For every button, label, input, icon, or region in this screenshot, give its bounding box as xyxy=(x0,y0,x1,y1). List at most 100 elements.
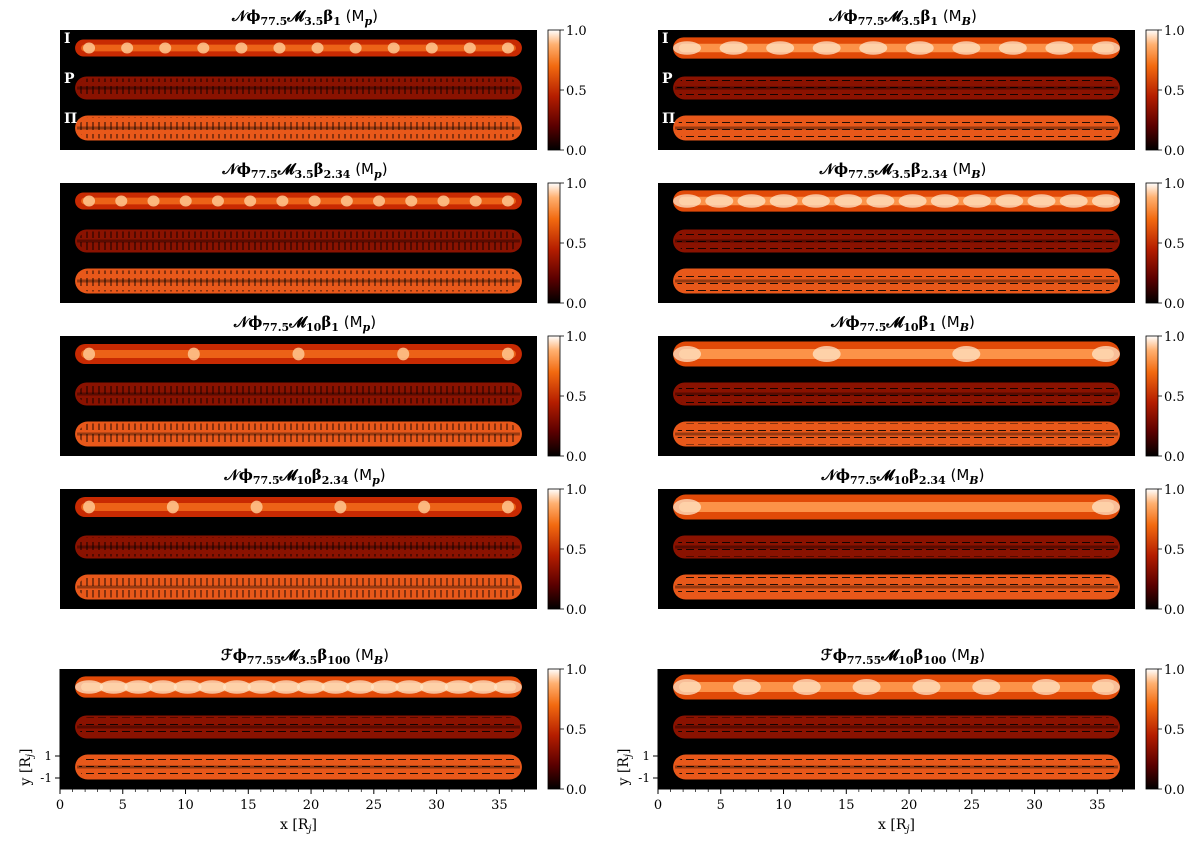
x-axis-label: x [Rj] xyxy=(280,817,317,835)
title-mode-close: ) xyxy=(979,646,986,664)
vector-band xyxy=(77,725,520,729)
title-main: 𝒩ϕ xyxy=(222,160,251,178)
vector-band xyxy=(675,86,1118,90)
panel-10: 1.0 0.5 0.0 0 5 10 15 20 25 30 35 x [Rj] 1 -1 y [Rj] xyxy=(616,663,1185,835)
knot xyxy=(673,194,702,208)
colorbar-tick-label: 1.0 xyxy=(1164,663,1185,678)
knot xyxy=(673,499,702,515)
title-part: 3.5 xyxy=(298,654,318,667)
row-label-Pi: Π xyxy=(64,111,77,127)
knot xyxy=(1091,499,1120,515)
row-label-Pi: Π xyxy=(662,111,675,127)
title-part: 𝓜 xyxy=(289,313,307,331)
title-part: 10 xyxy=(898,654,914,667)
knot xyxy=(501,347,514,361)
x-tick-label: 20 xyxy=(303,798,320,813)
x-tick-label: 10 xyxy=(177,798,194,813)
knot xyxy=(222,680,251,694)
title-part: 𝓜 xyxy=(876,466,894,484)
polarization-vectors xyxy=(677,756,1116,778)
y-tick-label: 1 xyxy=(44,749,52,763)
x-tick-label: 30 xyxy=(428,798,445,813)
knot xyxy=(812,41,841,55)
knot xyxy=(905,41,934,55)
panel-9: 1.0 0.5 0.0 0 5 10 15 20 25 30 35 x [Rj] 1 -1 y [Rj] xyxy=(18,663,587,835)
knot xyxy=(405,195,418,207)
title-part: β xyxy=(920,7,931,25)
knot xyxy=(792,679,821,695)
knot xyxy=(998,41,1027,55)
x-tick-label: 5 xyxy=(717,798,725,813)
knot xyxy=(866,194,895,208)
knot xyxy=(321,680,350,694)
title-part: 2.34 xyxy=(321,474,349,487)
knot xyxy=(1027,194,1056,208)
panel-title: ℱϕ77.55𝓜10β100 (MB) xyxy=(668,645,1138,671)
knot xyxy=(898,194,927,208)
polarization-vectors xyxy=(79,384,518,404)
knot xyxy=(493,680,522,694)
title-main: ℱϕ xyxy=(820,646,847,664)
colorbar-tick-label: 0.5 xyxy=(1164,390,1185,405)
knot xyxy=(121,42,134,54)
knot xyxy=(963,194,992,208)
vector-band xyxy=(675,432,1118,436)
title-part: β xyxy=(313,160,324,178)
colorbar-tick-label: 0.0 xyxy=(1164,783,1185,798)
knot xyxy=(273,42,286,54)
knot xyxy=(425,42,438,54)
vector-band xyxy=(77,432,520,436)
knot xyxy=(673,346,702,362)
title-part: 10 xyxy=(306,321,322,334)
title-part: 77.5 xyxy=(850,474,877,487)
knot xyxy=(812,346,841,362)
polarization-vectors xyxy=(677,384,1116,404)
title-part: β xyxy=(321,313,332,331)
colorbar-tick-label: 1.0 xyxy=(566,663,587,678)
knot xyxy=(705,194,734,208)
vector-band xyxy=(77,279,520,283)
x-tick-label: 0 xyxy=(654,798,662,813)
colorbar-tick-label: 1.0 xyxy=(1164,330,1185,345)
title-part: 𝓜 xyxy=(874,160,892,178)
vector-band xyxy=(77,545,520,549)
knot xyxy=(370,680,399,694)
title-part: 𝓜 xyxy=(281,646,299,664)
knot xyxy=(501,195,514,207)
title-part: 100 xyxy=(327,654,351,667)
title-mode-close: ) xyxy=(970,7,977,25)
knot xyxy=(437,195,450,207)
x-tick-label: 15 xyxy=(838,798,855,813)
x-tick-label: 35 xyxy=(491,798,508,813)
title-part: 77.5 xyxy=(262,321,290,334)
knot xyxy=(952,41,981,55)
polarization-vectors xyxy=(79,78,518,98)
colorbar-tick-label: 0.0 xyxy=(566,603,587,618)
knot xyxy=(1091,679,1120,695)
title-mode-sub: p xyxy=(362,321,371,334)
intensity-core xyxy=(81,44,516,52)
title-mode-sub: p xyxy=(364,15,373,28)
colorbar-tick-label: 0.5 xyxy=(566,723,587,738)
title-mode: (M xyxy=(946,646,970,664)
colorbar-tick-label: 0.0 xyxy=(566,783,587,798)
title-mode-sub: B xyxy=(969,474,979,487)
title-mode-sub: B xyxy=(959,321,970,334)
vector-band xyxy=(77,126,520,130)
title-part: β xyxy=(910,160,921,178)
title-part: β xyxy=(913,646,924,664)
vector-band xyxy=(675,392,1118,396)
panel-6: 1.0 0.5 0.0 xyxy=(658,330,1185,465)
colorbar-tick-label: 0.5 xyxy=(1164,543,1185,558)
title-part: β xyxy=(323,7,334,25)
colorbar-tick-label: 0.5 xyxy=(566,390,587,405)
knot xyxy=(373,195,386,207)
colorbar-tick-label: 1.0 xyxy=(566,24,587,39)
panel-4: 1.0 0.5 0.0 xyxy=(658,177,1185,312)
panel-7: 1.0 0.5 0.0 xyxy=(60,483,587,618)
title-part: 3.5 xyxy=(304,15,324,28)
title-part: 𝓜 xyxy=(881,646,899,664)
title-mode-close: ) xyxy=(383,646,389,664)
intensity-core xyxy=(81,197,516,205)
title-mode: (M xyxy=(340,7,365,25)
